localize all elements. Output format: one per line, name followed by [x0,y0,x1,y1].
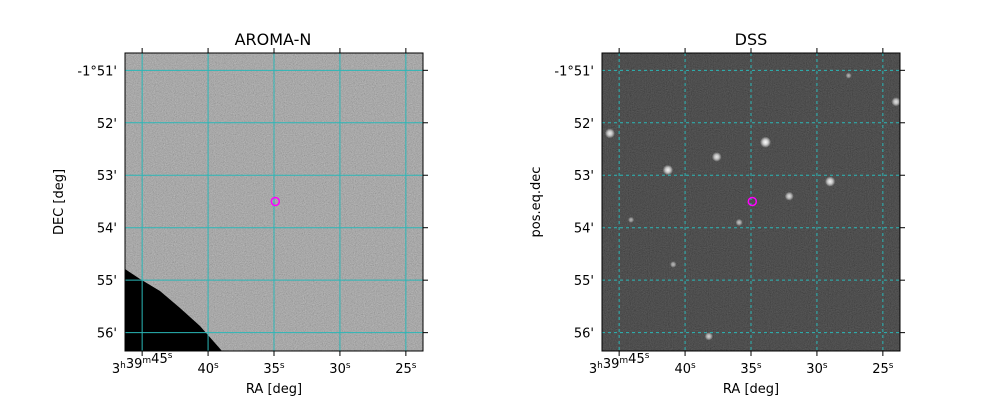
star [735,218,743,227]
y-tick-label: -1°51' [77,64,117,79]
star [760,136,772,148]
x-tick-label: 30s [806,361,828,377]
y-tick-label: 53' [574,169,594,184]
x-tick-label: 25s [872,361,894,377]
x-tick-label: 3h39m45s [112,351,173,377]
y-tick-label: 53' [97,169,117,184]
y-axis-label: DEC [deg] [52,169,67,235]
y-tick-label: 52' [574,117,594,132]
markers [747,196,758,207]
dss-panel: DSS 3h39m45s 40s 35s 30s 25s -1°51' 52' 53' 54' 5… [529,30,905,397]
star [604,128,615,139]
star [784,191,794,201]
star [669,261,677,268]
star [662,164,674,176]
x-axis-label: RA [deg] [723,382,779,397]
grid [602,53,900,351]
chart-title: AROMA-N [235,30,312,49]
star [891,97,901,107]
x-tick-label: 35s [740,361,762,377]
aroma-n-panel: AROMA-N 3h39m45s 40s 35s 30s 25s -1°51' 52' 53'… [52,30,428,397]
chart-title: DSS [735,30,768,49]
y-tick-label: 56' [574,327,594,342]
x-tick-label: 25s [395,361,417,377]
masked-region [125,269,222,351]
stars [604,72,901,341]
x-tick-label: 30s [329,361,351,377]
plot-frame [124,52,424,352]
star [711,152,722,162]
x-axis-label: RA [deg] [246,382,302,397]
star [704,332,713,341]
y-tick-label: 54' [574,222,594,237]
x-tick-label: 3h39m45s [589,351,650,377]
y-tick-label: 55' [97,274,117,289]
target-marker [270,196,281,207]
ticks: 3h39m45s 40s 35s 30s 25s -1°51' 52' 53' 54' 55' 56… [77,48,428,377]
y-tick-label: 52' [97,117,117,132]
x-tick-label: 35s [263,361,285,377]
x-tick-label: 40s [197,361,219,377]
markers [270,196,281,207]
y-tick-label: 54' [97,222,117,237]
y-tick-label: 55' [574,274,594,289]
star [824,176,836,187]
target-marker [747,196,758,207]
grid [125,53,423,351]
y-axis-label: pos.eq.dec [529,167,544,238]
plot-frame [601,52,901,352]
star [845,72,852,79]
x-tick-label: 40s [674,361,696,377]
y-tick-label: -1°51' [554,64,594,79]
ticks: 3h39m45s 40s 35s 30s 25s -1°51' 52' 53' 54' 55' 56… [554,48,905,377]
y-tick-label: 56' [97,327,117,342]
star [627,216,635,223]
